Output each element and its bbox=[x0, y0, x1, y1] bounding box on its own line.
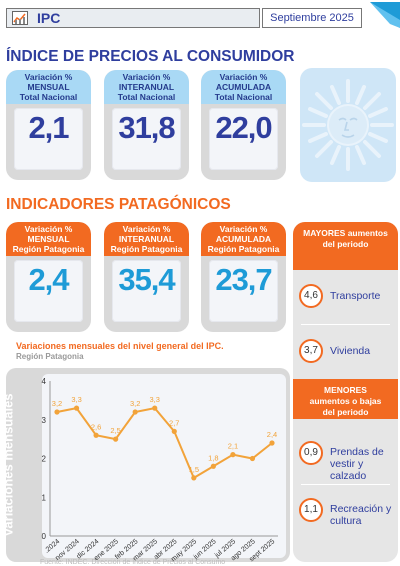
data-label: 1,8 bbox=[208, 453, 218, 462]
series-line bbox=[56, 407, 273, 480]
chart-subtitle: Región Patagonia bbox=[16, 352, 84, 361]
ranking-value: 3,7 bbox=[299, 339, 323, 363]
card-caption-line: Variación % bbox=[24, 72, 73, 82]
ranking-label: Prendas de vestir y calzado bbox=[330, 446, 384, 482]
ranking-value: 4,6 bbox=[299, 284, 323, 308]
card-value: 23,7 bbox=[215, 262, 272, 297]
card-caption-line: Región Patagonia bbox=[207, 244, 280, 254]
card-value: 31,8 bbox=[118, 110, 175, 145]
data-point bbox=[73, 405, 80, 411]
card-caption-line: Total Nacional bbox=[19, 92, 78, 102]
data-point bbox=[249, 455, 256, 462]
y-tick-label: 4 bbox=[42, 377, 47, 386]
national-section-title: ÍNDICE DE PRECIOS AL CONSUMIDOR bbox=[6, 48, 295, 65]
patagonia-card-accum: Variación % ACUMULADA Región Patagonia 2… bbox=[201, 222, 286, 332]
card-caption: Variación % ACUMULADA Región Patagonia bbox=[201, 222, 286, 256]
card-caption-line: INTERANUAL bbox=[118, 234, 175, 244]
y-tick-label: 0 bbox=[42, 532, 47, 541]
ranking-label: Transporte bbox=[330, 290, 381, 302]
source-footer: Fuente: INDEC. Dirección de Índice de Pr… bbox=[40, 559, 226, 566]
data-point bbox=[230, 452, 236, 458]
ranking-value: 1,1 bbox=[299, 498, 323, 522]
ranking-divider bbox=[301, 484, 390, 485]
y-tick-label: 2 bbox=[42, 455, 47, 464]
ranking-panel: MAYORES aumentos del periodo 4,6 Transpo… bbox=[293, 222, 398, 562]
card-well bbox=[209, 260, 278, 322]
card-caption-line: Variación % bbox=[219, 224, 268, 234]
card-caption-line: MENSUAL bbox=[27, 234, 70, 244]
card-caption-line: Variación % bbox=[122, 224, 171, 234]
chart-icon bbox=[12, 11, 28, 25]
national-card-monthly: Variación % MENSUAL Total Nacional 2,1 bbox=[6, 70, 91, 180]
card-value: 35,4 bbox=[118, 262, 175, 297]
data-point bbox=[171, 428, 177, 434]
ranking-value: 0,9 bbox=[299, 441, 323, 465]
card-well bbox=[14, 108, 83, 170]
card-caption: Variación % MENSUAL Región Patagonia bbox=[6, 222, 91, 256]
data-label: 3,2 bbox=[52, 399, 62, 408]
national-card-accum: Variación % ACUMULADA Total Nacional 22,… bbox=[201, 70, 286, 180]
card-caption-line: Región Patagonia bbox=[110, 244, 183, 254]
card-value: 2,4 bbox=[28, 262, 69, 297]
data-label: 3,3 bbox=[150, 395, 160, 404]
ranking-label: Vivienda bbox=[330, 345, 371, 357]
date-label: Septiembre 2025 bbox=[262, 8, 362, 28]
card-caption-line: MENSUAL bbox=[27, 82, 70, 92]
data-label: 3,2 bbox=[130, 399, 140, 408]
data-label: 2,7 bbox=[169, 418, 179, 427]
card-well bbox=[112, 108, 181, 170]
data-label: 2,5 bbox=[110, 426, 120, 435]
patagonia-card-yoy: Variación % INTERANUAL Región Patagonia … bbox=[104, 222, 189, 332]
card-caption: Variación % INTERANUAL Total Nacional bbox=[104, 70, 189, 104]
card-value: 2,1 bbox=[28, 110, 69, 145]
data-point bbox=[269, 440, 275, 446]
card-caption: Variación % ACUMULADA Total Nacional bbox=[201, 70, 286, 104]
header-title-box: IPC bbox=[6, 8, 260, 28]
patagonia-section-title: INDICADORES PATAGÓNICOS bbox=[6, 196, 231, 213]
data-label: 3,3 bbox=[71, 395, 81, 404]
data-label: 2,6 bbox=[91, 422, 101, 431]
data-label: 2,1 bbox=[228, 442, 238, 451]
data-label: 2,4 bbox=[267, 430, 277, 439]
card-caption-line: Variación % bbox=[219, 72, 268, 82]
national-card-yoy: Variación % INTERANUAL Total Nacional 31… bbox=[104, 70, 189, 180]
card-caption-line: ACUMULADA bbox=[215, 234, 272, 244]
data-point bbox=[113, 436, 119, 442]
menores-header: MENORES aumentos o bajas del periodo bbox=[293, 379, 398, 419]
card-caption-line: ACUMULADA bbox=[215, 82, 272, 92]
data-point bbox=[54, 409, 60, 415]
card-caption-line: Total Nacional bbox=[214, 92, 273, 102]
card-well bbox=[112, 260, 181, 322]
card-well bbox=[14, 260, 83, 322]
card-caption-line: Región Patagonia bbox=[12, 244, 85, 254]
data-point bbox=[210, 463, 216, 469]
data-point bbox=[93, 432, 99, 438]
card-caption-line: Variación % bbox=[24, 224, 73, 234]
card-caption-line: Variación % bbox=[122, 72, 171, 82]
chart-title: Variaciones mensuales del nivel general … bbox=[16, 341, 224, 351]
app-title: IPC bbox=[37, 10, 61, 26]
sun-of-may-icon bbox=[302, 79, 394, 171]
sun-emblem-panel bbox=[300, 68, 396, 182]
chart-frame bbox=[6, 368, 290, 562]
y-tick-label: 3 bbox=[42, 416, 47, 425]
corner-triangle-icon bbox=[370, 2, 400, 28]
card-caption: Variación % INTERANUAL Región Patagonia bbox=[104, 222, 189, 256]
data-label: 1,5 bbox=[189, 465, 199, 474]
data-point bbox=[191, 475, 197, 481]
ranking-divider bbox=[301, 324, 390, 325]
card-value: 22,0 bbox=[215, 110, 272, 145]
card-caption-line: Total Nacional bbox=[117, 92, 176, 102]
card-caption: Variación % MENSUAL Total Nacional bbox=[6, 70, 91, 104]
ranking-label: Recreación y cultura bbox=[330, 503, 392, 527]
data-point bbox=[152, 405, 158, 411]
card-well bbox=[209, 108, 278, 170]
card-caption-line: INTERANUAL bbox=[118, 82, 175, 92]
patagonia-card-monthly: Variación % MENSUAL Región Patagonia 2,4 bbox=[6, 222, 91, 332]
chart-plot-area bbox=[42, 374, 286, 558]
mayores-header: MAYORES aumentos del periodo bbox=[293, 222, 398, 270]
data-point bbox=[132, 409, 138, 415]
y-tick-label: 1 bbox=[42, 493, 47, 502]
